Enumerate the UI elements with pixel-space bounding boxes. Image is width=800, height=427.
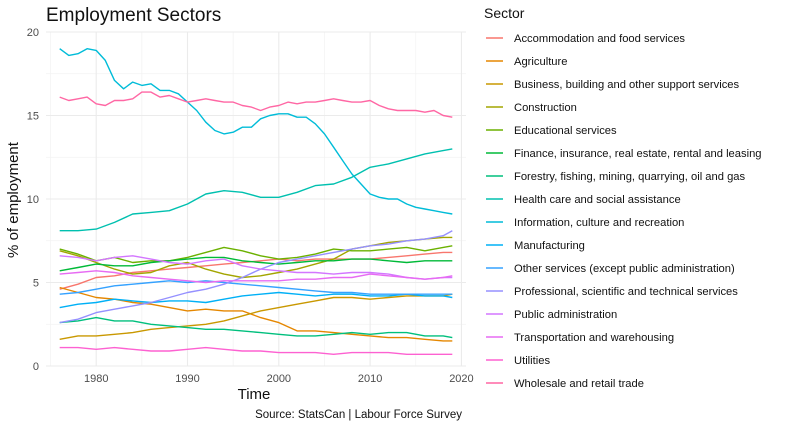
legend-label-12: Public administration — [514, 309, 617, 321]
series-line-3 — [59, 236, 453, 279]
y-axis-ticks: 0 5 10 15 20 — [27, 27, 39, 373]
series-line-10 — [59, 280, 453, 295]
series-line-5 — [59, 256, 453, 272]
grid — [46, 31, 466, 367]
chart-title: Employment Sectors — [46, 5, 221, 26]
chart-caption: Source: StatsCan | Labour Force Survey — [255, 409, 462, 421]
series-line-6 — [59, 316, 453, 339]
series-line-8 — [59, 48, 453, 215]
x-axis-ticks: 1980 1990 2000 2010 2020 — [84, 373, 474, 385]
legend-label-11: Professional, scientific and technical s… — [514, 286, 738, 298]
x-tick-label: 1990 — [175, 373, 199, 385]
series-line-12 — [59, 255, 453, 280]
series-line-0 — [59, 251, 453, 290]
legend-label-5: Finance, insurance, real estate, rental … — [514, 148, 762, 160]
y-axis-title: % of employment — [5, 141, 22, 258]
series-line-2 — [59, 293, 453, 340]
series-line-4 — [59, 245, 453, 264]
legend-label-3: Construction — [514, 102, 577, 114]
legend-label-10: Other services (except public administra… — [514, 263, 735, 275]
legend-label-1: Agriculture — [514, 56, 567, 68]
y-tick-label: 15 — [27, 111, 39, 123]
x-tick-label: 2010 — [358, 373, 382, 385]
legend-label-4: Educational services — [514, 125, 617, 137]
legend-label-8: Information, culture and recreation — [514, 217, 684, 229]
legend-label-13: Transportation and warehousing — [514, 332, 674, 344]
series-lines — [59, 48, 453, 355]
series-line-14 — [59, 346, 453, 355]
x-axis-title: Time — [238, 386, 271, 403]
y-tick-label: 0 — [33, 361, 39, 373]
y-tick-label: 10 — [27, 194, 39, 206]
legend-label-14: Utilities — [514, 355, 550, 367]
legend-label-6: Forestry, fishing, mining, quarrying, oi… — [514, 171, 746, 183]
series-line-9 — [59, 291, 453, 309]
legend-label-9: Manufacturing — [514, 240, 585, 252]
legend-title: Sector — [484, 5, 525, 21]
y-tick-label: 20 — [27, 27, 39, 39]
legend: Sector Accommodation and food services Ag… — [484, 5, 762, 390]
series-line-15 — [59, 91, 453, 118]
series-line-13 — [59, 270, 453, 284]
legend-label-2: Business, building and other support ser… — [514, 79, 740, 91]
x-tick-label: 1980 — [84, 373, 108, 385]
series-line-1 — [59, 286, 453, 342]
y-tick-label: 5 — [33, 278, 39, 290]
x-tick-label: 2020 — [449, 373, 473, 385]
legend-label-15: Wholesale and retail trade — [514, 378, 644, 390]
legend-label-7: Health care and social assistance — [514, 194, 681, 206]
series-line-7 — [59, 148, 453, 232]
legend-label-0: Accommodation and food services — [514, 33, 685, 45]
x-tick-label: 2000 — [267, 373, 291, 385]
